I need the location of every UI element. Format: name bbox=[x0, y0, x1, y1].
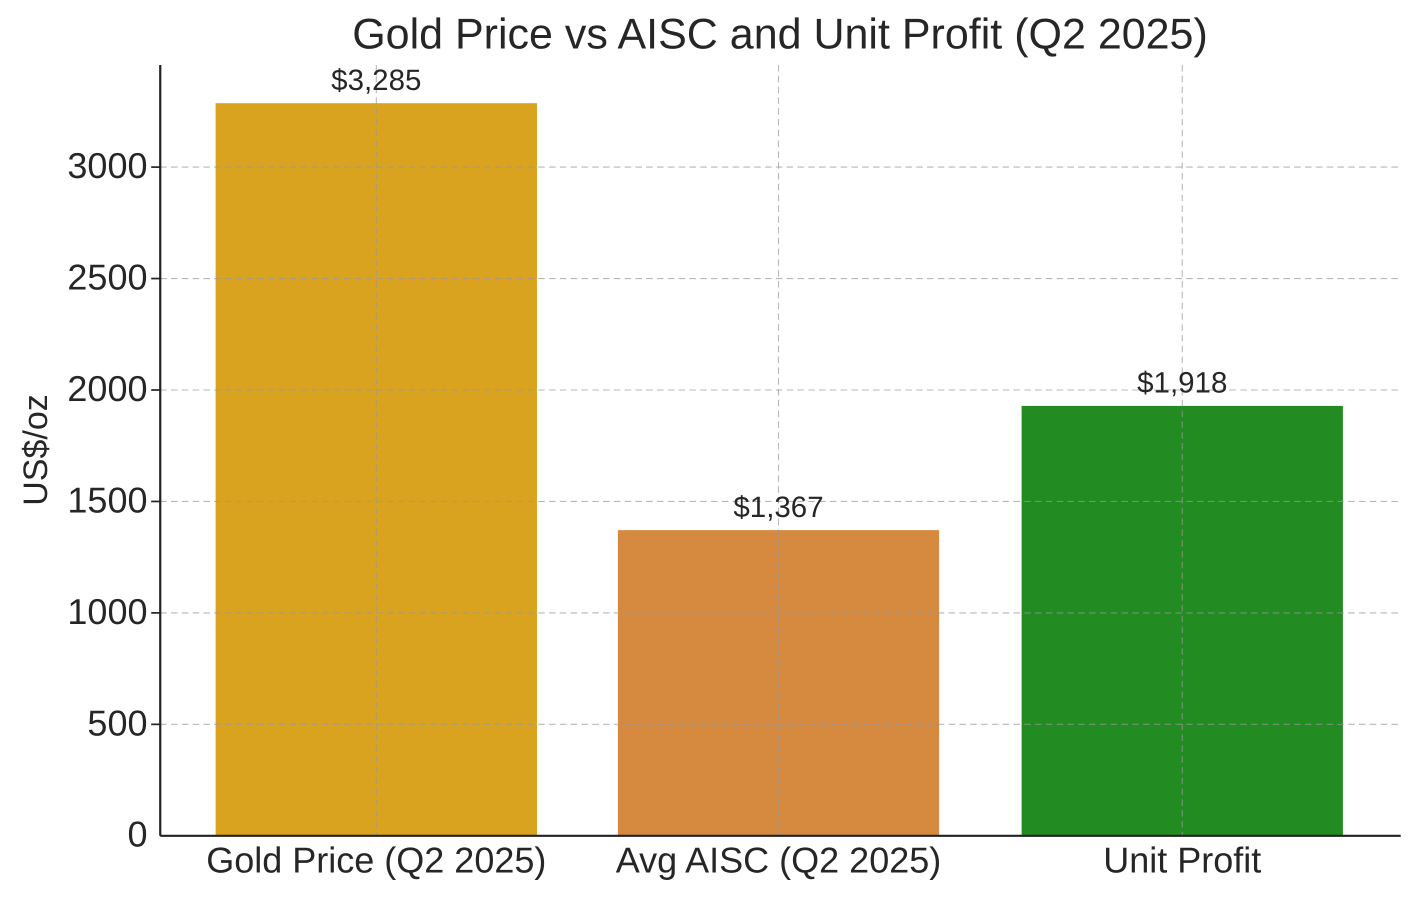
svg-text:US$/oz: US$/oz bbox=[17, 394, 55, 506]
svg-text:2500: 2500 bbox=[67, 256, 147, 297]
svg-text:$1,918: $1,918 bbox=[1137, 367, 1227, 400]
svg-text:0: 0 bbox=[127, 814, 147, 855]
svg-text:1000: 1000 bbox=[67, 591, 147, 632]
svg-text:$3,285: $3,285 bbox=[331, 64, 421, 97]
svg-text:Avg AISC (Q2 2025): Avg AISC (Q2 2025) bbox=[616, 840, 942, 881]
svg-text:$1,367: $1,367 bbox=[733, 491, 823, 524]
svg-text:Gold Price (Q2 2025): Gold Price (Q2 2025) bbox=[206, 840, 546, 881]
svg-text:Gold Price vs AISC and Unit Pr: Gold Price vs AISC and Unit Profit (Q2 2… bbox=[352, 11, 1208, 59]
svg-text:500: 500 bbox=[87, 702, 147, 743]
svg-text:1500: 1500 bbox=[67, 479, 147, 520]
svg-text:3000: 3000 bbox=[67, 145, 147, 186]
svg-text:Unit Profit: Unit Profit bbox=[1103, 840, 1261, 881]
svg-text:2000: 2000 bbox=[67, 368, 147, 409]
